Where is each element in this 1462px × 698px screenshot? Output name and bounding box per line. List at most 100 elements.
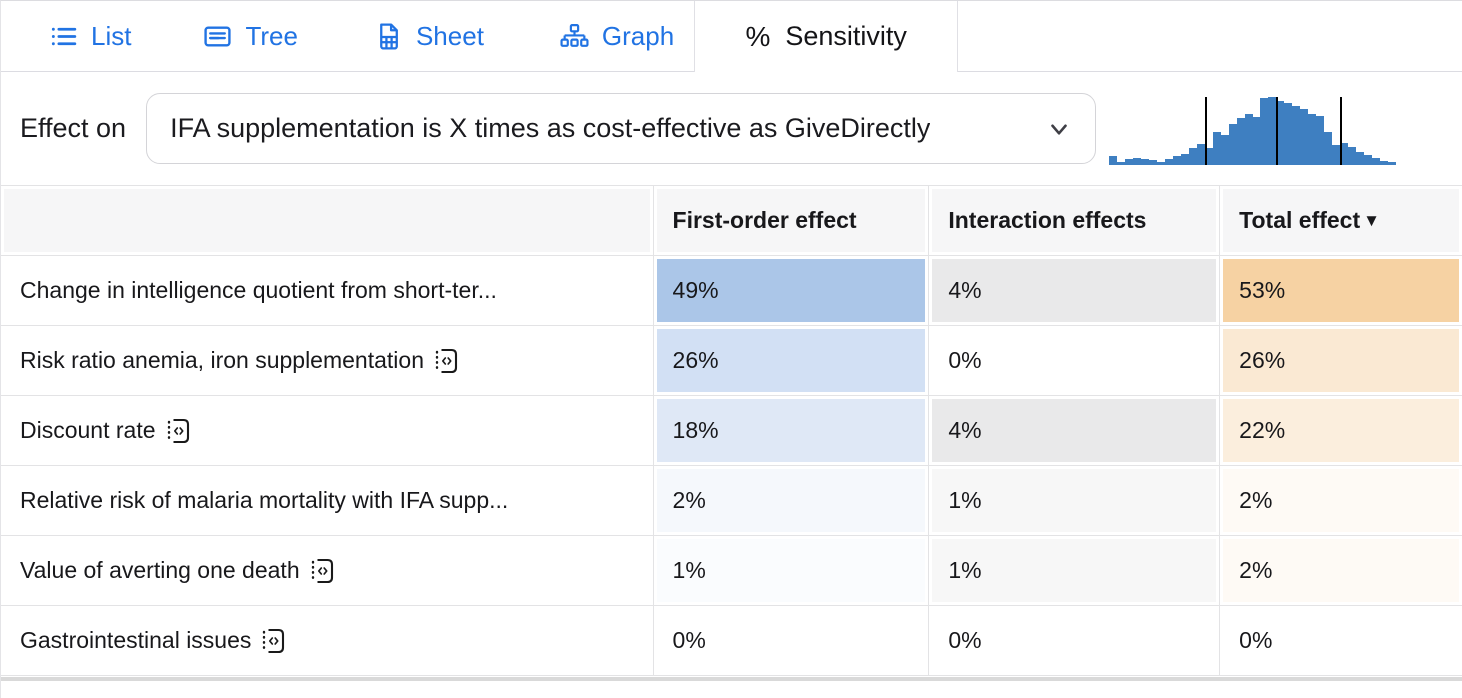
hist-bar (1156, 161, 1165, 165)
hist-bar (1308, 113, 1317, 165)
hist-bar (1252, 116, 1261, 165)
hist-bar (1324, 131, 1333, 165)
total-effect-cell: 0% (1223, 609, 1459, 672)
tab-tree-label: Tree (245, 21, 298, 51)
hist-bar (1109, 155, 1118, 165)
hist-bar (1284, 103, 1293, 165)
hist-bar (1348, 146, 1357, 165)
hist-bar (1332, 144, 1341, 165)
total-effect-cell: 53% (1223, 259, 1459, 322)
table-row: Discount rate 18% 4% 22% (1, 396, 1462, 466)
hist-bar (1188, 147, 1197, 165)
tab-sheet[interactable]: Sheet (374, 1, 484, 72)
node-reference-icon[interactable] (434, 347, 459, 375)
sort-descending-icon: ▼ (1363, 210, 1380, 230)
variable-label: Value of averting one death (20, 557, 300, 583)
column-header-first-order[interactable]: First-order effect (656, 189, 926, 252)
variable-label: Relative risk of malaria mortality with … (20, 487, 509, 513)
hist-bar (1260, 97, 1269, 165)
hist-bar (1300, 109, 1309, 165)
hist-bar (1212, 131, 1221, 165)
hist-bar (1117, 161, 1126, 165)
interaction-effects-cell: 1% (932, 469, 1217, 532)
hist-bar (1220, 134, 1229, 165)
hist-bar (1132, 158, 1141, 165)
bottom-divider (1, 677, 1462, 681)
graph-icon (560, 24, 589, 47)
chevron-down-icon (1051, 123, 1067, 135)
node-reference-icon[interactable] (310, 557, 335, 585)
total-effect-cell: 2% (1223, 469, 1459, 532)
hist-bar (1244, 113, 1253, 165)
first-order-effect-cell: 18% (656, 399, 926, 462)
table-row: Value of averting one death 1% 1% 2% (1, 536, 1462, 606)
tab-list[interactable]: List (49, 1, 131, 72)
hist-bar (1372, 158, 1381, 165)
hist-bar (1292, 106, 1301, 165)
tab-graph-label: Graph (601, 21, 675, 51)
table-header-row: First-order effect Interaction effects T… (1, 186, 1462, 256)
hist-bar (1276, 101, 1285, 165)
tree-icon (204, 26, 232, 47)
table-body: Change in intelligence quotient from sho… (1, 256, 1462, 676)
variable-label: Change in intelligence quotient from sho… (20, 277, 497, 303)
interaction-effects-cell: 1% (932, 539, 1217, 602)
interaction-effects-cell: 0% (932, 329, 1217, 392)
tab-sheet-label: Sheet (415, 21, 484, 51)
node-reference-icon[interactable] (261, 627, 286, 655)
effect-on-row: Effect on IFA supplementation is X times… (1, 72, 1462, 185)
percent-icon: % (745, 20, 771, 52)
percentile-marker (1276, 96, 1279, 165)
hist-bar (1236, 118, 1245, 165)
outcome-distribution-histogram (1109, 96, 1396, 165)
variable-label: Gastrointestinal issues (20, 627, 252, 653)
tab-list-label: List (91, 21, 132, 51)
total-effect-cell: 2% (1223, 539, 1459, 602)
hist-bar (1180, 153, 1189, 165)
table-row: Relative risk of malaria mortality with … (1, 466, 1462, 536)
column-header-total[interactable]: Total effect ▼ (1223, 189, 1459, 252)
hist-bar (1316, 116, 1325, 165)
first-order-effect-cell: 2% (656, 469, 926, 532)
sensitivity-table: First-order effect Interaction effects T… (1, 185, 1462, 676)
hist-bar (1164, 159, 1173, 165)
percentile-marker (1205, 96, 1208, 165)
column-header-interaction[interactable]: Interaction effects (932, 189, 1217, 252)
tab-graph[interactable]: Graph (560, 1, 674, 72)
tab-sensitivity[interactable]: % Sensitivity (694, 1, 959, 72)
list-icon (51, 27, 77, 46)
effect-on-label: Effect on (20, 113, 127, 143)
sheet-icon (380, 23, 398, 50)
interaction-effects-cell: 4% (932, 399, 1217, 462)
hist-bar (1356, 151, 1365, 165)
hist-bar (1196, 144, 1205, 165)
hist-bar (1204, 148, 1213, 165)
interaction-effects-cell: 0% (932, 609, 1217, 672)
hist-bar (1268, 96, 1277, 165)
effect-on-select[interactable]: IFA supplementation is X times as cost-e… (146, 93, 1097, 164)
hist-bar (1172, 155, 1181, 165)
effect-on-selected-value: IFA supplementation is X times as cost-e… (170, 113, 931, 143)
table-row: Risk ratio anemia, iron supplementation … (1, 326, 1462, 396)
interaction-effects-cell: 4% (932, 259, 1217, 322)
total-effect-cell: 26% (1223, 329, 1459, 392)
column-header-variable (4, 189, 650, 252)
hist-bar (1380, 161, 1388, 165)
variable-label: Risk ratio anemia, iron supplementation (20, 347, 424, 373)
hist-bar (1148, 160, 1157, 165)
hist-bar (1140, 159, 1149, 165)
first-order-effect-cell: 1% (656, 539, 926, 602)
node-reference-icon[interactable] (166, 417, 191, 445)
tab-tree[interactable]: Tree (203, 1, 298, 72)
first-order-effect-cell: 49% (656, 259, 926, 322)
total-effect-cell: 22% (1223, 399, 1459, 462)
first-order-effect-cell: 26% (656, 329, 926, 392)
view-tabbar: List Tree Sheet (1, 1, 1462, 72)
table-row: Change in intelligence quotient from sho… (1, 256, 1462, 326)
table-row: Gastrointestinal issues 0% 0% 0% (1, 606, 1462, 676)
hist-bar (1228, 123, 1237, 165)
percentile-marker (1339, 96, 1342, 165)
hist-bar (1387, 162, 1396, 165)
hist-bar (1340, 143, 1349, 165)
